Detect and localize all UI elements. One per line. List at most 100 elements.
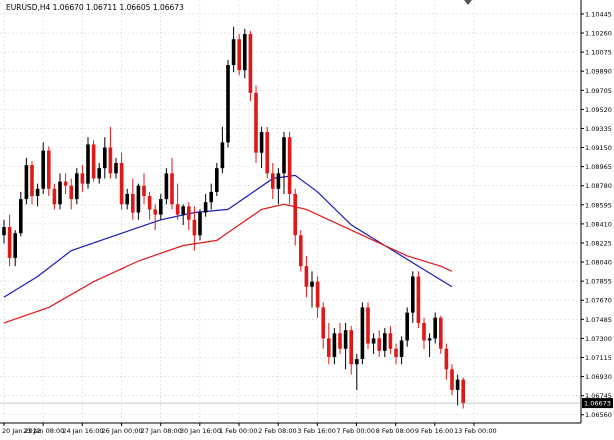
candle — [35, 183, 40, 207]
candle — [170, 157, 174, 210]
candle — [254, 85, 258, 164]
candle-body — [97, 168, 101, 179]
candle-body — [192, 219, 197, 236]
candle-body — [119, 163, 124, 205]
moving-average-slow — [3, 203, 453, 324]
candle — [394, 343, 398, 365]
price-tick-label: 1.09705 — [585, 87, 612, 95]
candle — [220, 126, 225, 174]
candle-body — [69, 185, 73, 200]
candle-body — [2, 226, 6, 236]
price-axis[interactable]: 1.10445 1.10260 1.10075 1.09890 1.09705 1.095… — [580, 0, 612, 423]
candle — [203, 193, 208, 217]
candle-body — [209, 191, 213, 203]
candle-body — [405, 312, 409, 341]
candle-body — [47, 150, 51, 189]
candle-body — [170, 173, 174, 205]
candle — [388, 326, 393, 354]
candle — [131, 178, 135, 220]
candle — [147, 191, 152, 220]
candle-body — [343, 330, 348, 349]
candle-body — [103, 147, 107, 169]
candle — [75, 168, 79, 205]
candle-body — [52, 188, 57, 205]
candle-body — [394, 348, 398, 357]
candle — [299, 230, 303, 272]
candle — [455, 374, 460, 406]
candle — [265, 126, 269, 179]
time-tick-label: 26 Jan 00:00 — [102, 427, 143, 435]
candle-body — [371, 338, 376, 344]
candle — [444, 343, 449, 380]
candle-body — [254, 92, 258, 153]
candle — [332, 328, 337, 365]
price-tick-label: 1.08595 — [585, 201, 612, 209]
candle-body — [237, 39, 241, 71]
candle — [80, 165, 85, 192]
time-tick-label: 20 Jan 2023 — [2, 427, 41, 435]
candle — [349, 326, 353, 375]
candle-body — [181, 206, 185, 215]
candle-body — [321, 307, 325, 339]
price-tick-label: 1.08040 — [585, 259, 612, 267]
candle-body — [332, 333, 337, 357]
candle-body — [147, 196, 152, 210]
candle-body — [299, 235, 303, 267]
candle — [47, 146, 51, 197]
candle — [159, 193, 163, 220]
current-price-label: 1.06673 — [584, 400, 611, 408]
candle-body — [433, 317, 437, 339]
candle-body — [349, 330, 353, 365]
candle — [181, 204, 185, 225]
candle — [248, 30, 253, 102]
candle-body — [461, 379, 465, 404]
candle-body — [187, 206, 191, 220]
candle — [343, 322, 348, 370]
candle-body — [248, 34, 253, 93]
candle-body — [75, 173, 79, 200]
price-tick-label: 1.10445 — [585, 10, 612, 18]
candle-body — [175, 204, 180, 215]
price-tick-label: 1.10260 — [585, 30, 612, 38]
candle-body — [243, 34, 247, 71]
candle — [405, 307, 409, 347]
price-tick-label: 1.06930 — [585, 373, 612, 381]
candle-body — [259, 132, 264, 153]
candle — [103, 137, 107, 179]
candle — [411, 271, 415, 323]
candle — [114, 157, 118, 179]
candle-body — [276, 173, 281, 189]
candle-body — [399, 340, 404, 357]
candle-body — [215, 168, 219, 192]
candle-body — [30, 165, 34, 197]
candle — [198, 209, 202, 241]
candle — [19, 191, 23, 237]
time-tick-label: 1 Feb 00:00 — [219, 427, 258, 435]
collapse-marker-icon[interactable] — [464, 0, 472, 5]
candle — [276, 168, 281, 205]
candle-body — [422, 322, 426, 341]
candle — [371, 333, 376, 354]
time-tick-label: 3 Feb 16:00 — [297, 427, 336, 435]
candle-body — [198, 212, 202, 236]
price-tick-label: 1.07485 — [585, 316, 612, 324]
candle — [187, 202, 191, 231]
candle-body — [164, 173, 169, 200]
candle-body — [427, 338, 432, 341]
candle — [433, 312, 437, 344]
candle-body — [203, 202, 208, 213]
candle-body — [220, 142, 225, 169]
candle — [136, 183, 141, 220]
candle — [282, 132, 286, 194]
candle-body — [338, 333, 342, 349]
candle-body — [226, 64, 230, 143]
candle-body — [125, 193, 129, 205]
candle — [13, 230, 17, 267]
candle-body — [63, 181, 68, 186]
time-tick-label: 8 Feb 08:00 — [376, 427, 415, 435]
moving-averages — [3, 174, 453, 324]
candle — [97, 163, 101, 184]
